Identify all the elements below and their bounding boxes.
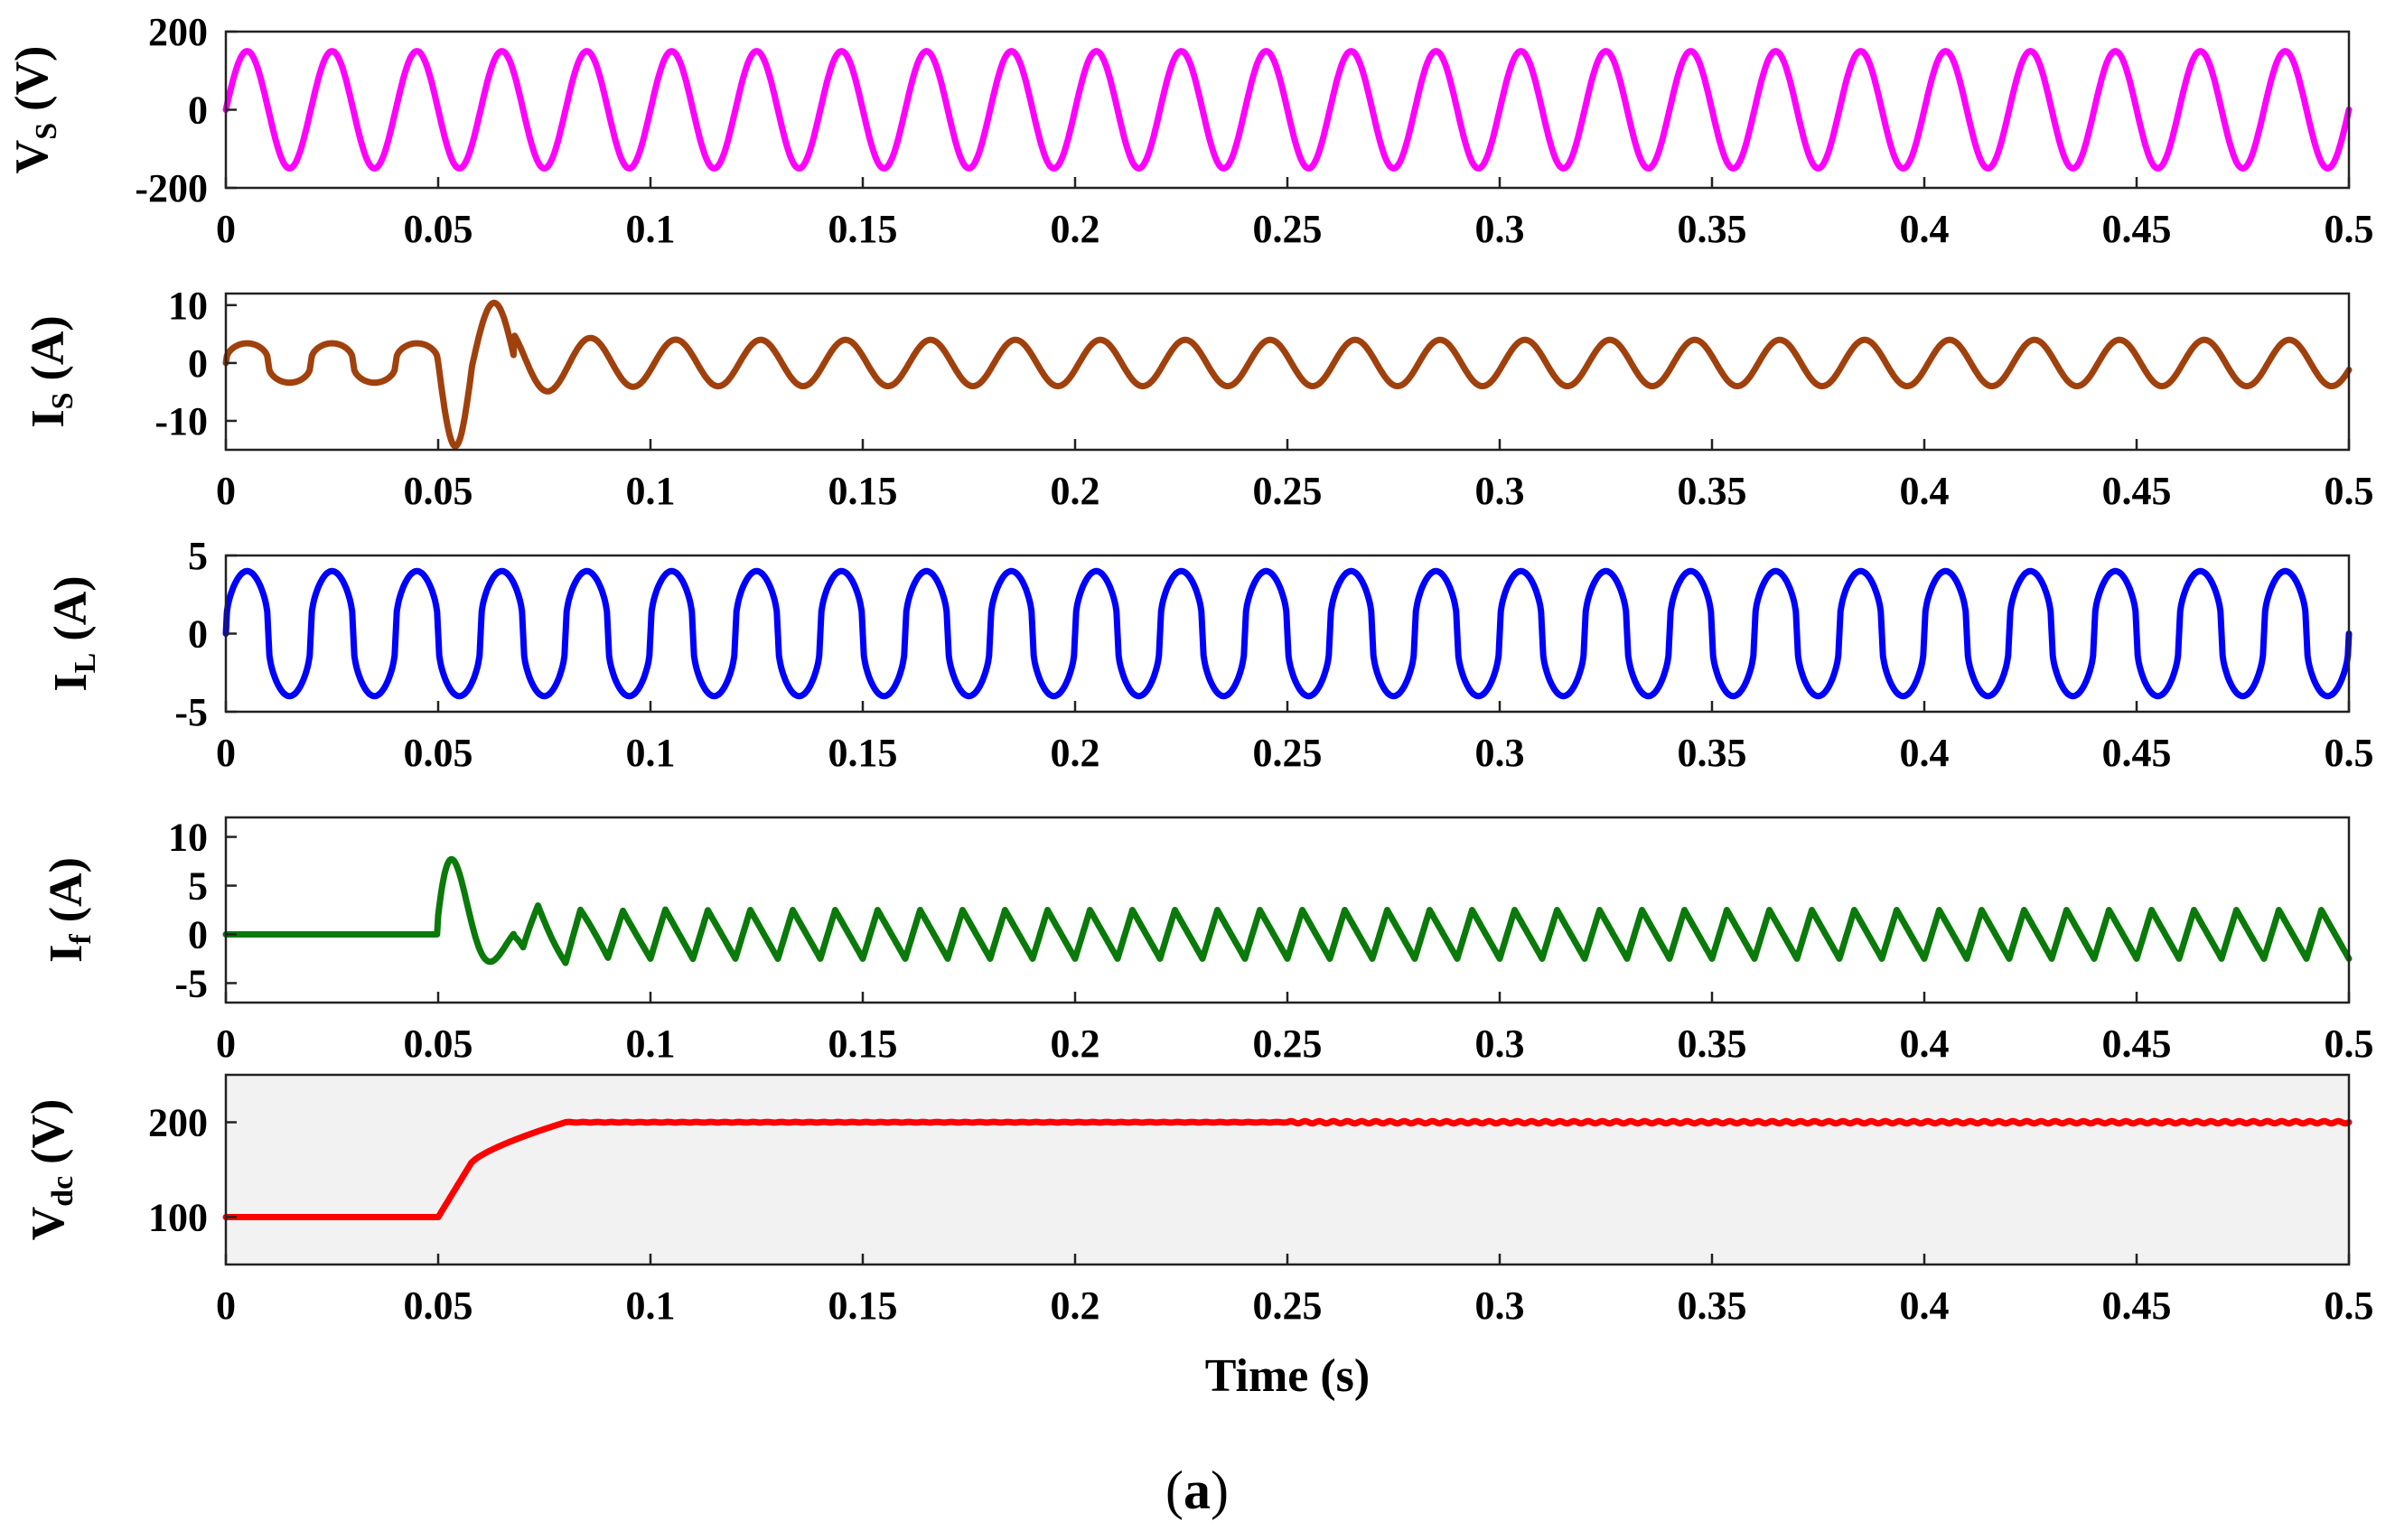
x-tick-label: 0.35 [1678,1022,1747,1066]
x-tick-label: 0.4 [1900,207,1950,251]
y-tick-label: -10 [154,399,208,443]
x-tick-label: 0 [216,1022,236,1066]
panel-if: 0 0.05 0.1 0.15 0.2 0.25 0.3 0.35 0.4 0.45 0.5-505… [41,816,2374,1066]
x-tick-label: 0.45 [2102,731,2172,775]
x-tick-label: 0.05 [404,1283,473,1328]
y-tick-label: 5 [188,864,208,909]
axis-ticks: 0 0.05 0.1 0.15 0.2 0.25 0.3 0.35 0.4 0.45 0.5-100… [154,284,2373,513]
x-tick-label: 0.1 [626,731,676,775]
if-series-line [222,855,2353,966]
x-tick-label: 0.1 [626,1022,676,1066]
vs-series-line [222,48,2353,172]
x-tick-label: 0.4 [1900,469,1950,513]
x-tick-label: 0 [216,469,236,513]
y-tick-label: 200 [148,1101,208,1145]
x-tick-label: 0 [216,1283,236,1328]
y-tick-label: 10 [168,816,208,860]
il-ylabel: IL (A) [45,575,102,691]
y-tick-label: 5 [188,534,208,578]
x-tick-label: 0.5 [2325,731,2374,775]
axis-ticks: 0 0.05 0.1 0.15 0.2 0.25 0.3 0.35 0.4 0.45 0.5-505… [168,816,2374,1066]
x-tick-label: 0.35 [1678,207,1747,251]
x-tick-label: 0.4 [1900,731,1950,775]
vdc-ylabel: Vdc (V) [23,1099,80,1241]
x-tick-label: 0.05 [404,207,473,251]
vs-ylabel: VS (V) [6,46,63,174]
y-tick-label: 0 [188,89,208,133]
x-tick-label: 0.45 [2102,1022,2172,1066]
plot-background [226,294,2349,450]
y-tick-label: 10 [168,284,208,328]
x-tick-label: 0.25 [1253,1022,1323,1066]
x-tick-label: 0.2 [1051,469,1100,513]
x-tick-label: 0.1 [626,1283,676,1328]
y-tick-label: 100 [148,1196,208,1240]
x-tick-label: 0.5 [2325,1022,2374,1066]
panel-is: 0 0.05 0.1 0.15 0.2 0.25 0.3 0.35 0.4 0.45 0.5-100… [23,284,2374,513]
x-tick-label: 0 [216,731,236,775]
x-axis-label: Time (s) [1205,1350,1370,1402]
x-tick-label: 0.3 [1475,731,1525,775]
axis-ticks: 0 0.05 0.1 0.15 0.2 0.25 0.3 0.35 0.4 0.45 0.5-505 [174,534,2373,775]
panel-vdc: 0 0.05 0.1 0.15 0.2 0.25 0.3 0.35 0.4 0.45 0.5 100 2… [23,1073,2374,1329]
x-tick-label: 0.15 [828,1022,898,1066]
x-tick-label: 0.25 [1253,731,1323,775]
plot-background [226,817,2349,1003]
x-tick-label: 0.5 [2325,207,2374,251]
y-tick-label: -5 [174,690,208,734]
il-series-line [222,567,2353,700]
x-tick-label: 0.15 [828,469,898,513]
x-tick-label: 0.15 [828,207,898,251]
x-tick-label: 0.3 [1475,469,1525,513]
x-tick-label: 0.45 [2102,1283,2172,1328]
x-tick-label: 0.05 [404,1022,473,1066]
x-tick-label: 0.35 [1678,469,1747,513]
y-tick-label: -5 [174,961,208,1005]
x-tick-label: 0.45 [2102,207,2172,251]
x-tick-label: 0.4 [1900,1022,1950,1066]
is-series-line [222,299,2353,450]
y-tick-label: 0 [188,912,208,957]
x-tick-label: 0.35 [1678,1283,1747,1328]
x-tick-label: 0.3 [1475,1022,1525,1066]
x-tick-label: 0.15 [828,1283,898,1328]
x-tick-label: 0.3 [1475,1283,1525,1328]
x-tick-label: 0.1 [626,207,676,251]
axis-ticks: 0 0.05 0.1 0.15 0.2 0.25 0.3 0.35 0.4 0.45 0.5 -200… [135,10,2373,251]
x-tick-label: 0.5 [2325,469,2374,513]
x-tick-label: 0.35 [1678,731,1747,775]
x-tick-label: 0.25 [1253,469,1323,513]
figure-caption: (a) [1165,1461,1229,1520]
axis-ticks: 0 0.05 0.1 0.15 0.2 0.25 0.3 0.35 0.4 0.45 0.5 100 2… [148,1101,2374,1329]
x-tick-label: 0.3 [1475,207,1525,251]
y-tick-label: 0 [188,612,208,657]
x-tick-label: 0.05 [404,469,473,513]
x-tick-label: 0.15 [828,731,898,775]
y-tick-label: -200 [135,166,208,210]
is-ylabel: IS (A) [23,315,80,427]
panel-il: 0 0.05 0.1 0.15 0.2 0.25 0.3 0.35 0.4 0.45 0.5-505… [45,534,2374,775]
x-tick-label: 0.05 [404,731,473,775]
x-tick-label: 0.4 [1900,1283,1950,1328]
vdc-series-line [222,1117,2353,1220]
x-tick-label: 0 [216,207,236,251]
x-tick-label: 0.25 [1253,1283,1323,1328]
x-tick-label: 0.45 [2102,469,2172,513]
plot-background [226,1075,2349,1265]
x-tick-label: 0.1 [626,469,676,513]
x-tick-label: 0.5 [2325,1283,2374,1328]
y-tick-label: 0 [188,341,208,386]
panel-vs: 0 0.05 0.1 0.15 0.2 0.25 0.3 0.35 0.4 0.45 0.5 -200… [6,10,2374,251]
x-tick-label: 0.25 [1253,207,1323,251]
x-tick-label: 0.2 [1051,1022,1100,1066]
x-tick-label: 0.2 [1051,1283,1100,1328]
x-tick-label: 0.2 [1051,731,1100,775]
y-tick-label: 200 [148,10,208,54]
if-ylabel: If (A) [41,857,98,963]
x-tick-label: 0.2 [1051,207,1100,251]
